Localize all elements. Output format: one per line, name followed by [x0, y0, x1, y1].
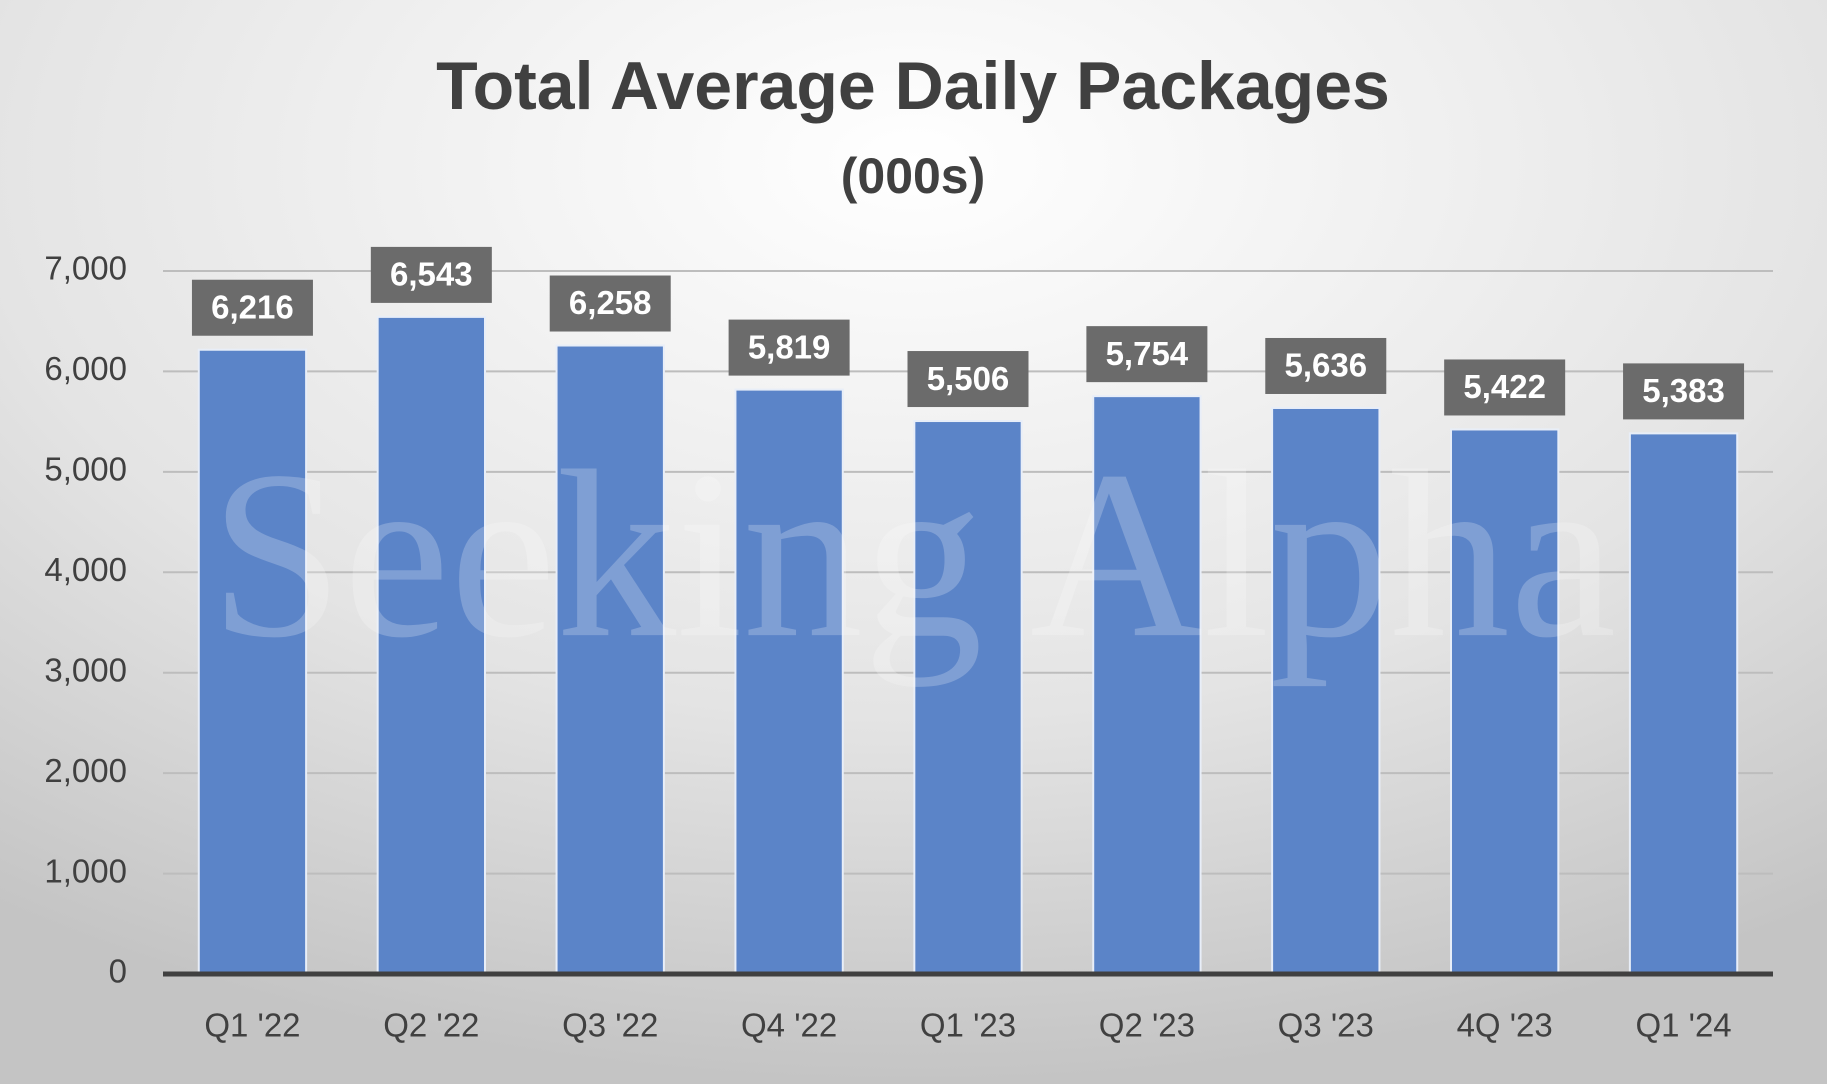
- value-label: 6,216: [211, 288, 294, 325]
- x-tick-label: Q1 '22: [204, 1007, 300, 1044]
- y-tick-label: 5,000: [44, 451, 127, 488]
- bar: [1271, 406, 1381, 975]
- value-label: 5,819: [748, 328, 831, 365]
- value-label-box: [549, 275, 671, 332]
- x-tick-label: Q3 '23: [1278, 1007, 1374, 1044]
- chart-title: Total Average Daily Packages: [436, 48, 1390, 124]
- bar: [555, 344, 665, 975]
- value-label-box: [1623, 363, 1745, 420]
- x-tick-label: Q3 '22: [562, 1007, 658, 1044]
- bar: [1628, 432, 1739, 975]
- value-label: 5,422: [1463, 368, 1546, 405]
- x-tick-label: Q1 '23: [920, 1007, 1016, 1044]
- watermark: Seeking Alpha: [210, 421, 1616, 687]
- chart-subtitle: (000s): [841, 148, 986, 204]
- bar: [913, 420, 1023, 975]
- bar: [376, 315, 486, 975]
- value-label: 5,754: [1106, 335, 1189, 372]
- bar: [197, 348, 308, 975]
- x-tick-label: Q2 '22: [383, 1007, 479, 1044]
- x-tick-label: Q2 '23: [1099, 1007, 1195, 1044]
- value-label: 5,636: [1284, 347, 1367, 384]
- value-label-box: [1444, 359, 1566, 416]
- bar: [734, 388, 844, 975]
- value-label-box: [728, 319, 850, 376]
- bar: [1092, 395, 1202, 976]
- y-tick-label: 1,000: [44, 852, 127, 889]
- y-tick-label: 4,000: [44, 551, 127, 588]
- value-label-box: [907, 351, 1029, 408]
- labels: Q1 '22 6,216 Q2 '22 6,543 Q3 '22 6,258 Q4 '22 5…: [163, 246, 1773, 1044]
- value-label-box: [191, 279, 313, 336]
- bars: [197, 315, 1739, 976]
- value-label: 6,543: [390, 256, 473, 293]
- value-label: 6,258: [569, 284, 652, 321]
- value-label-box: [1265, 337, 1387, 394]
- y-tick-label: 6,000: [44, 350, 127, 387]
- value-label: 5,506: [927, 360, 1010, 397]
- bar: [1450, 428, 1560, 976]
- y-tick-label: 0: [109, 953, 127, 990]
- y-tick-label: 2,000: [44, 752, 127, 789]
- x-tick-label: Q1 '24: [1635, 1007, 1731, 1044]
- value-label-box: [1086, 326, 1208, 383]
- y-tick-label: 7,000: [44, 250, 127, 287]
- x-tick-label: Q4 '22: [741, 1007, 837, 1044]
- value-label-box: [370, 246, 492, 303]
- value-label: 5,383: [1642, 372, 1725, 409]
- x-tick-label: 4Q '23: [1457, 1007, 1553, 1044]
- y-tick-label: 3,000: [44, 651, 127, 688]
